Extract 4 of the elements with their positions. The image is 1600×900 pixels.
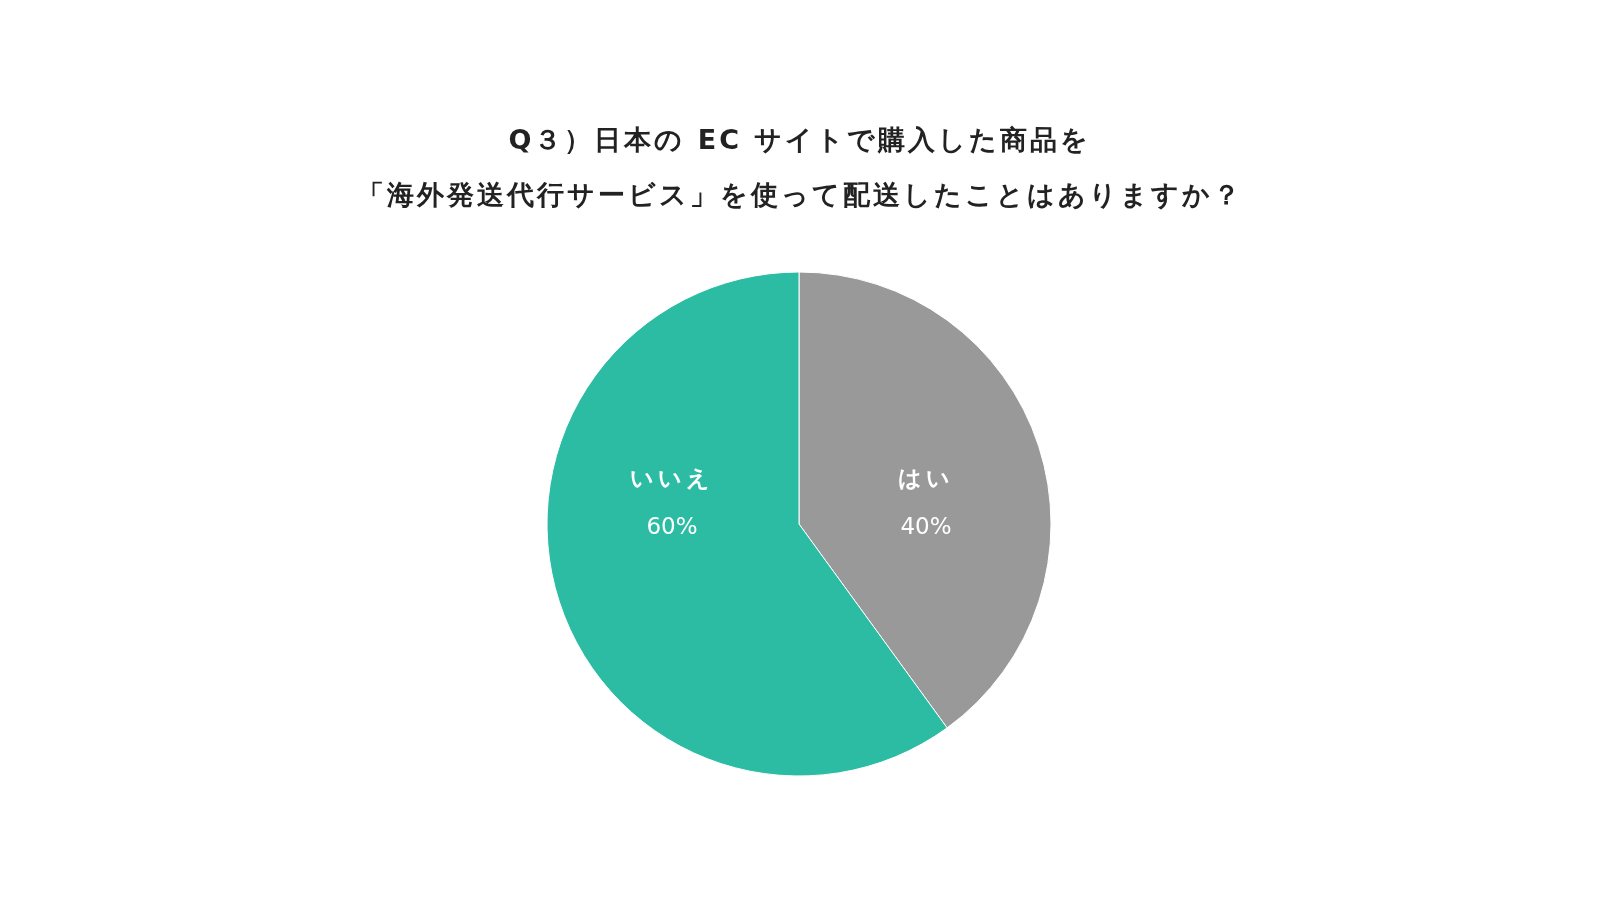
label: いいえ 60% <box>630 465 714 539</box>
chart-title: Q３）日本の EC サイトで購入した商品を <box>507 123 1093 157</box>
chart-subtitle: 「海外発送代行サービス」を使って配送したことはありますか？ <box>356 178 1244 212</box>
label: はい 40% <box>898 465 954 539</box>
